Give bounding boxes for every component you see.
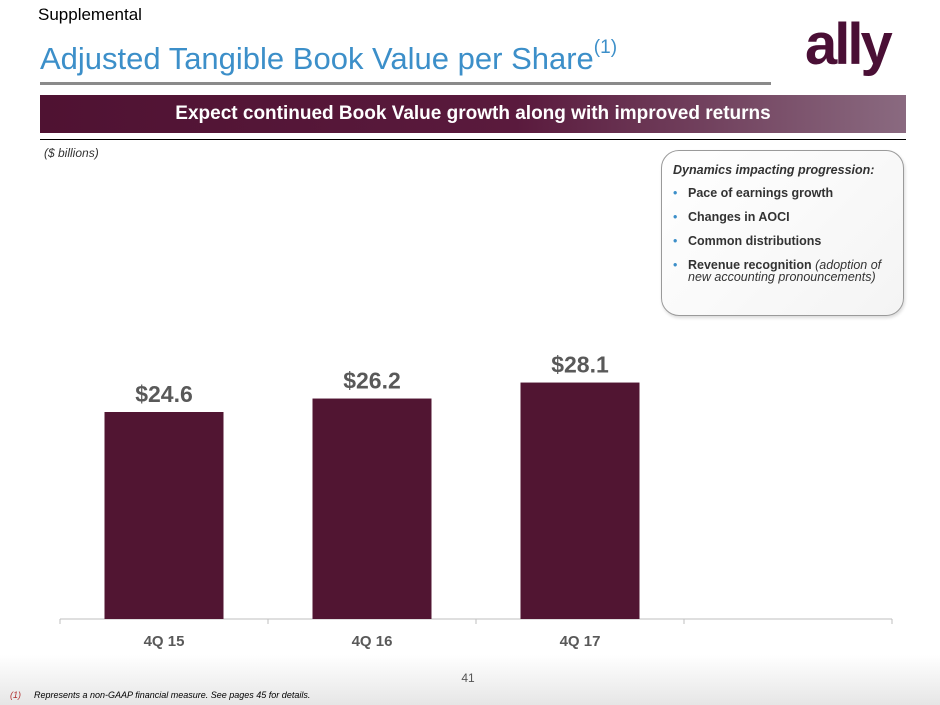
banner-text: Expect continued Book Value growth along… (175, 103, 771, 124)
callout-item-label: Revenue recognition (688, 258, 812, 272)
footnote-text: Represents a non-GAAP financial measure.… (34, 690, 311, 700)
callout-item: • Revenue recognition (adoption of new ac… (673, 258, 893, 284)
callout-item-label: Changes in AOCI (688, 210, 790, 224)
x-tick-label: 4Q 16 (352, 633, 393, 650)
title-rule (40, 82, 771, 85)
x-tick-label: 4Q 17 (560, 633, 601, 650)
bar (104, 412, 224, 619)
units-label: ($ billions) (44, 146, 99, 160)
bullet-icon: • (673, 210, 678, 224)
title-footnote-ref: (1) (593, 37, 618, 58)
bullet-icon: • (673, 186, 678, 200)
callout-item-note: (adoption of new accounting pronouncemen… (688, 258, 882, 284)
bar (312, 398, 432, 619)
bullet-icon: • (673, 234, 678, 248)
callout-title: Dynamics impacting progression: (673, 163, 875, 177)
footer-shade (0, 655, 940, 705)
svg-text:ally: ally (805, 18, 892, 77)
callout-item-label: Pace of earnings growth (688, 186, 834, 200)
banner: Expect continued Book Value growth along… (40, 95, 906, 133)
dynamics-callout: Dynamics impacting progression: • Pace of… (661, 150, 904, 316)
page-number: 41 (461, 671, 475, 685)
page-title: Adjusted Tangible Book Value per Share(1… (40, 37, 617, 77)
callout-list: • Pace of earnings growth • Changes in AOC… (673, 186, 893, 284)
bar (520, 382, 640, 619)
callout-item: • Pace of earnings growth (673, 186, 893, 200)
footnote-marker: (1) (10, 690, 21, 700)
bar-value-label: $26.2 (343, 368, 401, 394)
bar-value-label: $24.6 (135, 381, 193, 407)
footnote: (1) Represents a non-GAAP financial measu… (10, 690, 310, 700)
supplemental-label: Supplemental (38, 5, 142, 24)
page-title-text: Adjusted Tangible Book Value per Share (40, 41, 594, 76)
banner-rule (40, 139, 906, 140)
callout-item: • Common distributions (673, 234, 893, 248)
ally-logo: ally ally (805, 18, 895, 77)
callout-item: • Changes in AOCI (673, 210, 893, 224)
x-tick-label: 4Q 15 (144, 633, 185, 650)
callout-item-label: Common distributions (688, 234, 822, 248)
bullet-icon: • (673, 258, 678, 272)
bar-value-label: $28.1 (551, 352, 609, 378)
